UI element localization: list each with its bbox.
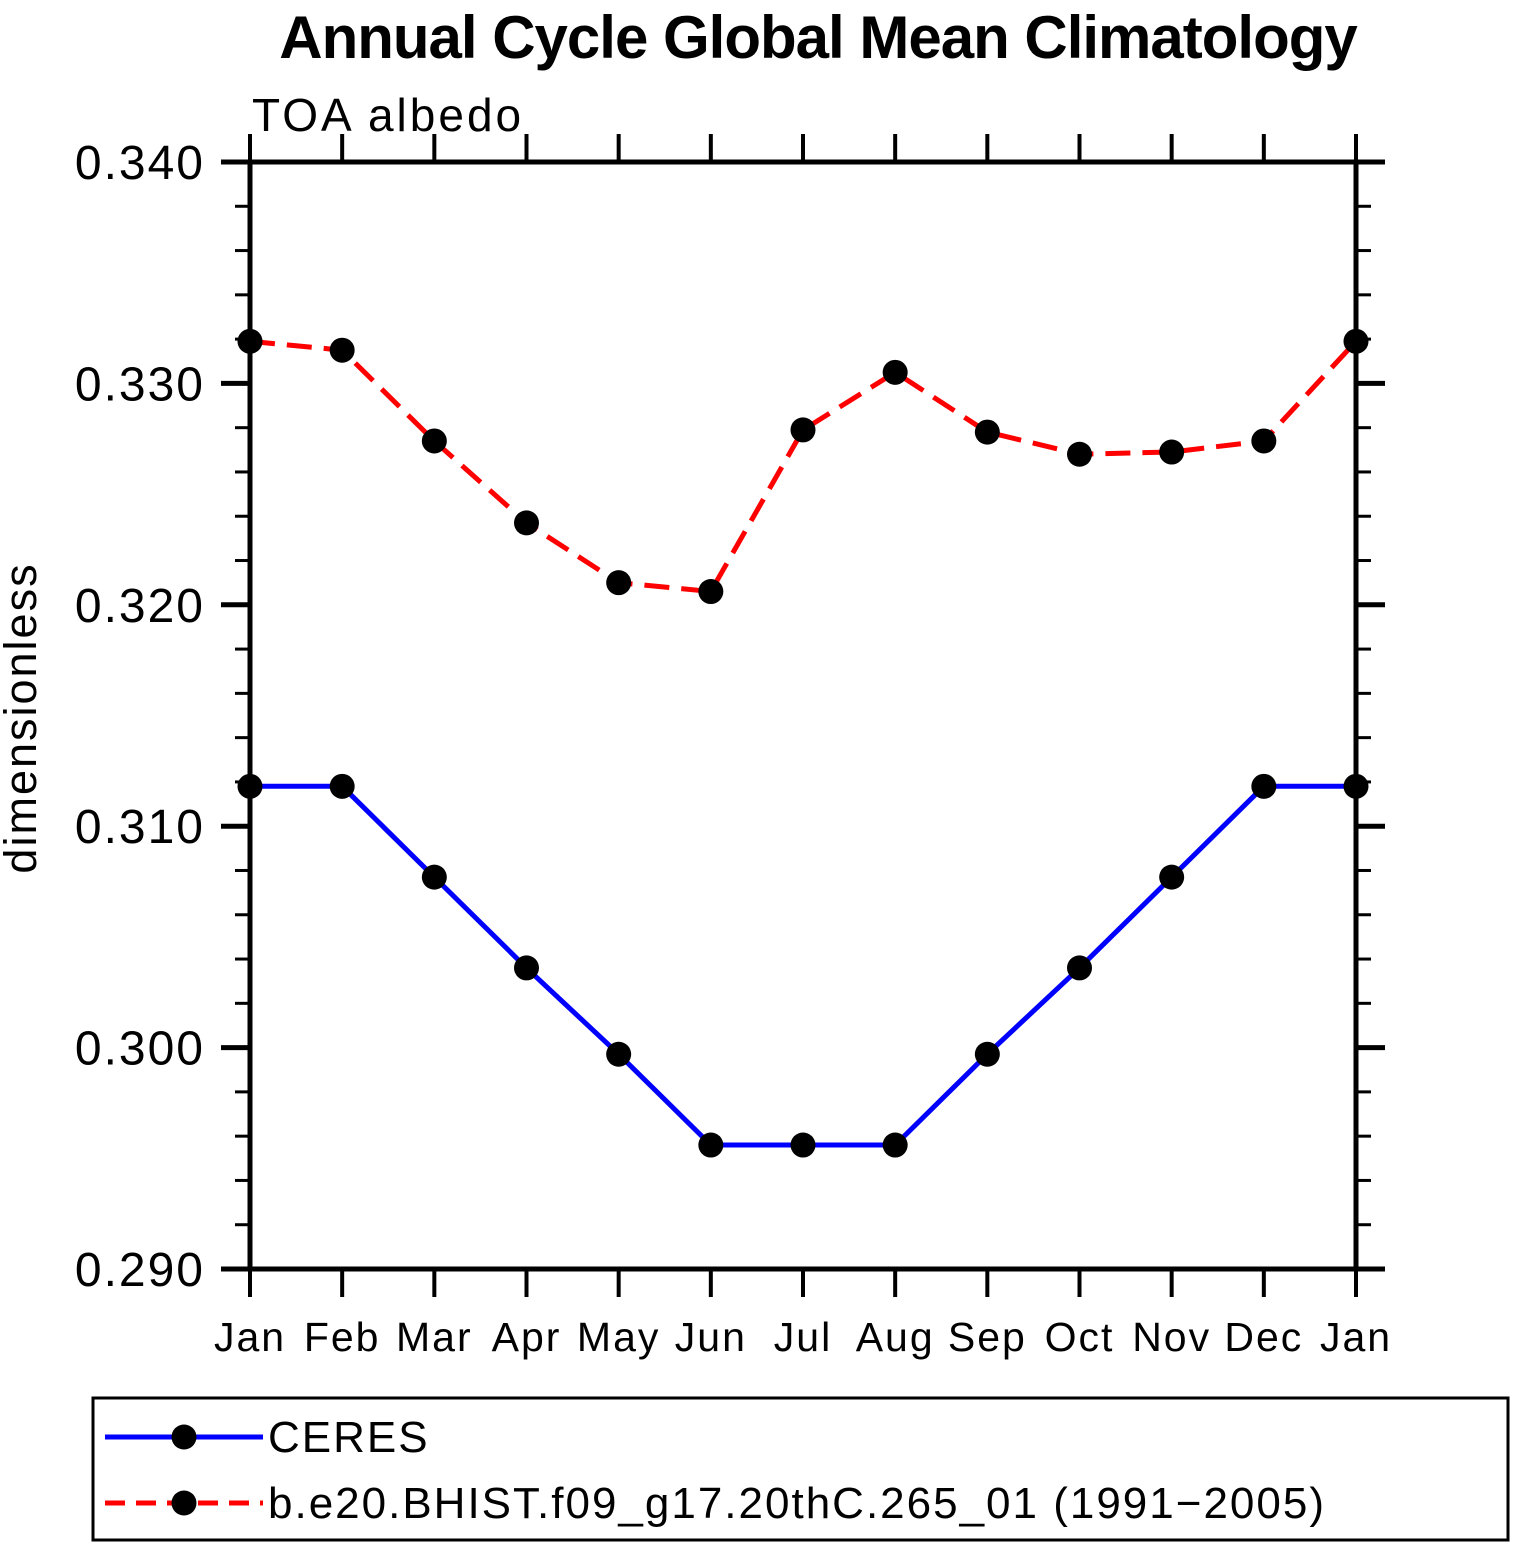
x-tick-label: Dec <box>1224 1314 1303 1360</box>
data-point-marker-s0 <box>1067 955 1092 981</box>
data-point-marker-s0 <box>790 1132 816 1158</box>
series-line-1 <box>249 338 1358 595</box>
data-point-marker-s0 <box>329 773 355 799</box>
x-tick-label: Jan <box>1320 1314 1392 1360</box>
x-tick-label: Jun <box>675 1314 747 1360</box>
x-tick-label: May <box>577 1314 660 1360</box>
data-point-marker-s0 <box>698 1132 724 1158</box>
data-point-marker-s0 <box>1343 773 1369 799</box>
data-point-marker-s1 <box>1251 428 1277 454</box>
data-point-marker-s0 <box>974 1041 1000 1067</box>
y-tick-label: 0.300 <box>75 1023 205 1076</box>
chart-subtitle: TOA albedo <box>252 89 524 141</box>
legend-label-ceres: CERES <box>268 1413 430 1462</box>
x-tick-label: Apr <box>492 1314 562 1360</box>
plot-area: Jan Feb Mar Apr May Jun Jul Aug Sep Oct Nov Dec Jan0… <box>75 134 1392 1360</box>
data-point-marker-s1 <box>606 570 632 596</box>
y-tick-label: 0.340 <box>75 137 205 190</box>
data-point-marker-s1 <box>974 419 1000 445</box>
data-point-marker-s1 <box>790 417 816 443</box>
data-point-marker-s1 <box>1343 328 1369 354</box>
x-tick-label: Aug <box>856 1314 935 1360</box>
x-tick-label: Jan <box>214 1314 286 1360</box>
data-point-marker-s0 <box>1159 864 1185 890</box>
data-point-marker-s1 <box>421 428 447 454</box>
data-point-marker-s0 <box>882 1132 908 1158</box>
data-point-marker-s0 <box>514 955 539 981</box>
x-tick-label: Jul <box>774 1314 832 1360</box>
legend-marker-ceres-icon <box>171 1424 197 1450</box>
x-tick-label: Nov <box>1132 1314 1211 1360</box>
data-point-marker-s1 <box>882 359 908 385</box>
data-point-marker-s1 <box>698 579 724 605</box>
data-point-marker-s0 <box>421 864 447 890</box>
data-point-marker-s1 <box>1159 439 1185 465</box>
legend-marker-model-icon <box>171 1490 197 1516</box>
y-tick-label: 0.330 <box>75 358 205 411</box>
x-tick-label: Feb <box>304 1314 381 1360</box>
x-tick-label: Sep <box>948 1314 1027 1360</box>
data-point-marker-s1 <box>329 337 355 363</box>
data-point-marker-s0 <box>1251 773 1277 799</box>
series-line-0 <box>250 783 1356 1148</box>
y-tick-label: 0.290 <box>75 1244 205 1297</box>
data-point-marker-s0 <box>606 1041 632 1067</box>
y-axis-label: dimensionless <box>0 562 46 873</box>
y-tick-label: 0.320 <box>75 580 205 633</box>
data-point-marker-s0 <box>237 773 263 799</box>
chart-title: Annual Cycle Global Mean Climatology <box>279 4 1358 71</box>
data-point-marker-s1 <box>1067 441 1092 467</box>
legend: CERES b.e20.BHIST.f09_g17.20thC.265_01 (… <box>91 1396 1510 1542</box>
y-tick-label: 0.310 <box>75 801 205 854</box>
data-point-marker-s1 <box>237 328 263 354</box>
x-tick-label: Mar <box>396 1314 473 1360</box>
x-tick-label: Oct <box>1045 1314 1115 1360</box>
data-point-marker-s1 <box>514 510 539 536</box>
legend-label-model: b.e20.BHIST.f09_g17.20thC.265_01 (1991−2… <box>268 1479 1326 1528</box>
legend-box <box>91 1396 1510 1542</box>
